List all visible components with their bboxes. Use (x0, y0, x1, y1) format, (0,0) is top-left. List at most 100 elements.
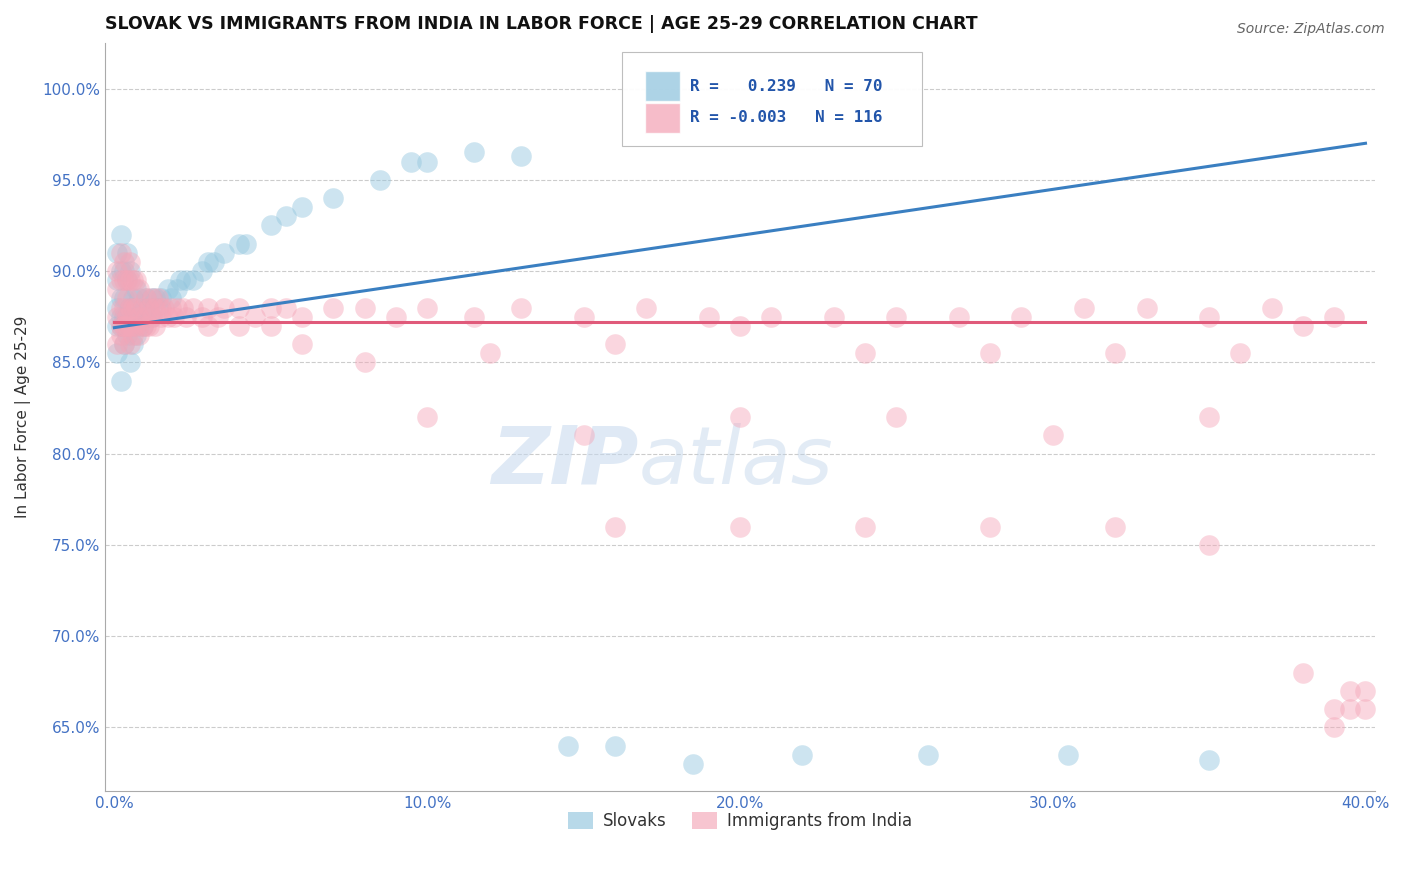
Point (603, 337, 626, 351)
Point (143, 301, 166, 315)
Point (135, 310, 157, 324)
Text: Source: ZipAtlas.com: Source: ZipAtlas.com (1237, 22, 1385, 37)
Point (128, 310, 150, 324)
Point (107, 310, 129, 324)
Text: atlas: atlas (638, 423, 834, 501)
Point (118, 301, 141, 315)
Point (228, 318, 250, 333)
Point (138, 301, 160, 315)
Text: SLOVAK VS IMMIGRANTS FROM INDIA IN LABOR FORCE | AGE 25-29 CORRELATION CHART: SLOVAK VS IMMIGRANTS FROM INDIA IN LABOR… (105, 15, 977, 33)
Point (135, 310, 157, 324)
Point (112, 318, 135, 333)
Point (728, 519, 751, 533)
Point (603, 519, 626, 533)
Point (112, 292, 135, 306)
Point (150, 301, 173, 315)
Point (385, 310, 408, 324)
Point (416, 301, 439, 315)
Point (138, 301, 160, 315)
Point (1104, 346, 1126, 360)
Legend: Slovaks, Immigrants from India: Slovaks, Immigrants from India (561, 805, 918, 837)
FancyBboxPatch shape (621, 52, 921, 146)
Point (368, 173, 391, 187)
Point (143, 318, 166, 333)
Point (112, 310, 135, 324)
Point (112, 264, 135, 278)
Point (557, 739, 579, 753)
Point (122, 301, 145, 315)
Point (110, 301, 132, 315)
Point (125, 310, 148, 324)
Point (1339, 702, 1361, 716)
Point (1354, 702, 1376, 716)
Point (107, 301, 129, 315)
Point (463, 310, 485, 324)
Point (463, 145, 485, 160)
Point (159, 301, 181, 315)
Point (1260, 301, 1282, 315)
Point (150, 292, 173, 306)
Point (107, 337, 129, 351)
Point (110, 292, 132, 306)
Point (276, 209, 298, 223)
Text: R = -0.003   N = 116: R = -0.003 N = 116 (690, 111, 883, 125)
Point (353, 355, 375, 369)
Point (1323, 702, 1346, 716)
Point (228, 236, 250, 251)
Point (917, 747, 939, 762)
Point (131, 318, 153, 333)
Point (125, 327, 148, 342)
Point (197, 318, 219, 333)
Point (1057, 747, 1080, 762)
Point (107, 245, 129, 260)
Point (291, 200, 314, 214)
Point (853, 346, 876, 360)
Point (112, 318, 135, 333)
Point (1198, 410, 1220, 425)
Point (118, 318, 141, 333)
Point (212, 301, 235, 315)
Point (135, 292, 157, 306)
Point (260, 301, 283, 315)
Point (107, 318, 129, 333)
Point (110, 227, 132, 242)
Point (128, 292, 150, 306)
Point (115, 318, 138, 333)
Point (235, 236, 257, 251)
Point (125, 318, 148, 333)
Point (112, 337, 135, 351)
Point (1073, 301, 1095, 315)
Point (135, 292, 157, 306)
Point (1104, 519, 1126, 533)
Point (191, 264, 214, 278)
Point (143, 292, 166, 306)
Point (1198, 310, 1220, 324)
Point (1198, 753, 1220, 767)
Point (122, 327, 145, 342)
Point (1292, 665, 1315, 680)
Point (110, 273, 132, 287)
Point (112, 255, 135, 269)
Point (115, 310, 138, 324)
Point (118, 273, 141, 287)
Point (110, 264, 132, 278)
Point (728, 410, 751, 425)
Point (115, 327, 138, 342)
Point (110, 245, 132, 260)
Point (1042, 428, 1064, 442)
Point (948, 310, 970, 324)
Point (118, 355, 141, 369)
Point (1323, 720, 1346, 734)
Text: ZIP: ZIP (491, 423, 638, 501)
Point (416, 410, 439, 425)
Point (169, 273, 191, 287)
Text: R =   0.239   N = 70: R = 0.239 N = 70 (690, 78, 883, 94)
Point (150, 310, 173, 324)
Point (572, 428, 595, 442)
Point (107, 264, 129, 278)
Point (166, 301, 188, 315)
Point (107, 273, 129, 287)
Point (276, 301, 298, 315)
Point (159, 292, 181, 306)
FancyBboxPatch shape (645, 71, 681, 102)
